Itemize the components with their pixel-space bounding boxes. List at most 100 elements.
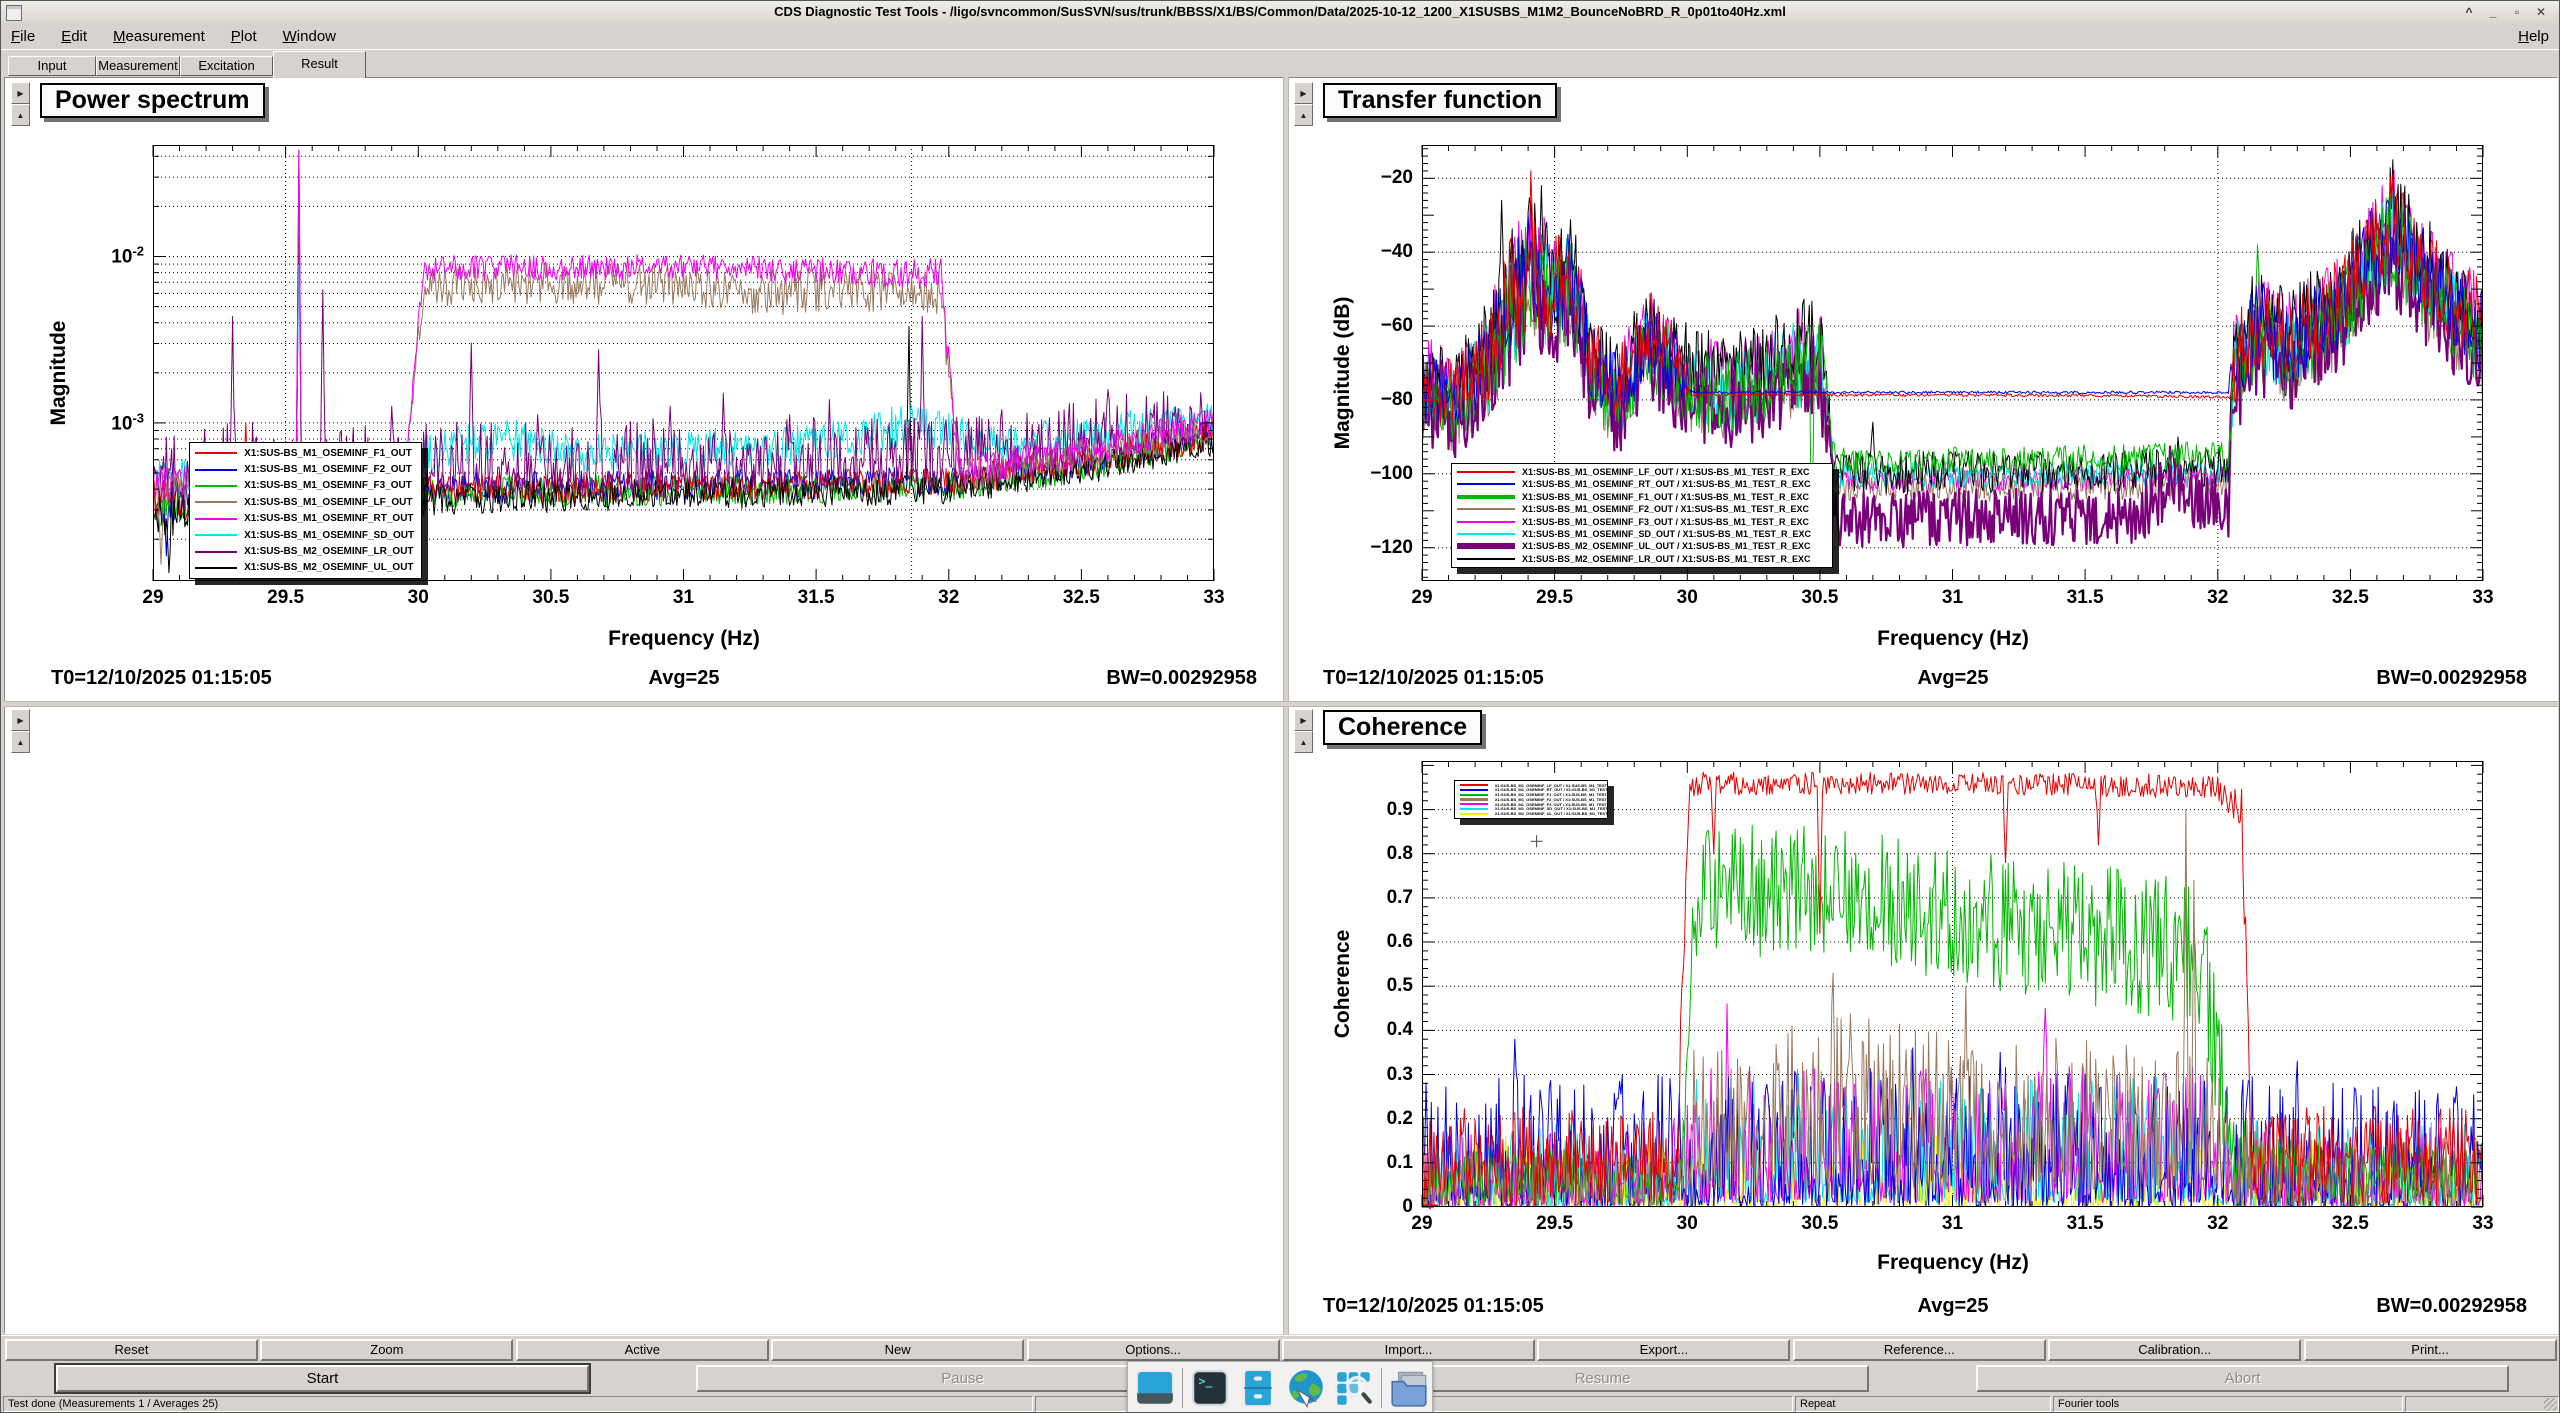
legend-entry: X1:SUS-BS_M1_OSEMINF_F2_OUT (190, 464, 421, 475)
file-manager-icon[interactable] (1388, 1367, 1430, 1409)
power-spectrum-plot[interactable]: 2929.53030.53131.53232.53310-210-3X1:SUS… (153, 145, 1214, 581)
coherence-ylabel: Coherence (1331, 930, 1355, 1039)
y-tick-label: −20 (1381, 167, 1413, 189)
legend-line-sample (195, 452, 237, 454)
power-spectrum-avg: Avg=25 (649, 667, 720, 690)
legend-entry: X1:SUS-BS_M1_OSEMINF_LF_OUT (190, 497, 421, 508)
legend-entry: X1:SUS-BS_M1_OSEMINF_SD_OUT / X1:SUS-BS_… (1452, 529, 1832, 539)
start-button[interactable]: Start (56, 1365, 589, 1392)
menu-item-help[interactable]: Help (2518, 28, 2549, 45)
pane-splitter-horizontal[interactable] (4, 701, 2558, 707)
pane2-collapse-icon[interactable]: ▲ (1294, 104, 1313, 126)
print-button[interactable]: Print... (2304, 1339, 2557, 1361)
display-icon[interactable] (1134, 1367, 1176, 1409)
x-tick-label: 32 (2207, 1213, 2228, 1235)
import-button[interactable]: Import... (1282, 1339, 1535, 1361)
legend-line-sample (1457, 483, 1515, 485)
transfer-function-plot[interactable]: 2929.53030.53131.53232.533−20−40−60−80−1… (1422, 145, 2483, 581)
legend-entry: X1:SUS-BS_M1_OSEMINF_SD_OUT (190, 530, 421, 541)
legend-line-sample (195, 518, 237, 520)
legend-line-sample (195, 485, 237, 487)
minimize-button[interactable]: _ (2483, 3, 2503, 21)
web-browser-icon[interactable] (1285, 1367, 1327, 1409)
menu-item-plot[interactable]: Plot (231, 28, 257, 45)
pane2-expand-icon[interactable]: ▶ (1294, 82, 1313, 104)
plot-legend: X1:SUS-BS_M1_OSEMINF_F1_OUT X1:SUS-BS_M1_… (189, 442, 422, 579)
resize-grip[interactable] (2544, 1398, 2557, 1411)
legend-entry: X1:SUS-BS_M1_OSEMINF_F1_OUT (190, 448, 421, 459)
x-tick-label: 29.5 (1536, 587, 1573, 609)
menu-item-window[interactable]: Window (283, 28, 336, 45)
legend-entry: X1:SUS-BS_M2_OSEMINF_LR_OUT (190, 546, 421, 557)
coh-chart-canvas[interactable] (1422, 761, 2483, 1207)
x-tick-label: 31.5 (2067, 1213, 2104, 1235)
new-button[interactable]: New (771, 1339, 1024, 1361)
x-tick-label: 32.5 (2332, 1213, 2369, 1235)
x-tick-label: 33 (1203, 587, 1224, 609)
x-tick-label: 30.5 (532, 587, 569, 609)
menu-item-file[interactable]: File (11, 28, 35, 45)
legend-label: X1:SUS-BS_M1_OSEMINF_F3_OUT (244, 480, 412, 491)
legend-entry: X1:SUS-BS_M2_OSEMINF_UL_OUT / X1:SUS-BS_… (1452, 541, 1832, 551)
active-button[interactable]: Active (516, 1339, 769, 1361)
transfer-function-xlabel: Frequency (Hz) (1877, 627, 2029, 651)
reference-button[interactable]: Reference... (1793, 1339, 2046, 1361)
abort-button[interactable]: Abort (1976, 1365, 2509, 1392)
legend-entry: X1:SUS-BS_M2_OSEMINF_UL_OUT (190, 562, 421, 573)
coherence-t0: T0=12/10/2025 01:15:05 (1323, 1295, 1544, 1318)
transfer-function-avg: Avg=25 (1918, 667, 1989, 690)
legend-label: X1:SUS-BS_M1_OSEMINF_LF_OUT / X1:SUS-BS_… (1522, 467, 1810, 477)
y-tick-label: 0.6 (1387, 931, 1413, 953)
pane4-collapse-icon[interactable]: ▲ (1294, 731, 1313, 753)
legend-entry: X1:SUS-BS_M1_OSEMINF_RT_OUT (190, 513, 421, 524)
pane3-expand-icon[interactable]: ▶ (11, 709, 30, 731)
x-tick-label: 31 (1942, 587, 1963, 609)
plot-legend: X1:SUS-BS_M1_OSEMINF_LF_OUT / X1:SUS-BS_… (1451, 463, 1833, 568)
menu-item-edit[interactable]: Edit (61, 28, 87, 45)
power-spectrum-t0: T0=12/10/2025 01:15:05 (51, 667, 272, 690)
coherence-bw: BW=0.00292958 (2376, 1295, 2527, 1318)
legend-line-sample (1460, 784, 1488, 786)
x-tick-label: 32.5 (1063, 587, 1100, 609)
legend-line-sample (1460, 798, 1488, 801)
pane1-collapse-icon[interactable]: ▲ (11, 104, 30, 126)
options-button[interactable]: Options... (1027, 1339, 1280, 1361)
window-title: CDS Diagnostic Test Tools - /ligo/svncom… (1, 4, 2559, 19)
close-button[interactable]: ✕ (2531, 3, 2551, 21)
x-tick-label: 29.5 (267, 587, 304, 609)
x-tick-label: 31.5 (798, 587, 835, 609)
tab-excitation[interactable]: Excitation (180, 56, 273, 76)
shade-button[interactable]: ^ (2459, 3, 2479, 21)
tab-measurement[interactable]: Measurement (96, 56, 180, 76)
pane1-expand-icon[interactable]: ▶ (11, 82, 30, 104)
terminal-icon[interactable]: >_ (1189, 1367, 1231, 1409)
maximize-button[interactable]: ▫ (2507, 3, 2527, 21)
power-spectrum-bw: BW=0.00292958 (1106, 667, 1257, 690)
zoom-button[interactable]: Zoom (260, 1339, 513, 1361)
pane4-expand-icon[interactable]: ▶ (1294, 709, 1313, 731)
y-tick-label: 0.5 (1387, 975, 1413, 997)
x-tick-label: 31.5 (2067, 587, 2104, 609)
app-finder-icon[interactable] (1333, 1367, 1375, 1409)
legend-line-sample (195, 469, 237, 471)
tab-result[interactable]: Result (273, 51, 366, 78)
legend-line-sample (1457, 543, 1515, 549)
menu-item-measurement[interactable]: Measurement (113, 28, 205, 45)
x-tick-label: 30.5 (1801, 1213, 1838, 1235)
reset-button[interactable]: Reset (5, 1339, 258, 1361)
legend-line-sample (195, 534, 237, 536)
y-tick-label: 0 (1402, 1196, 1413, 1218)
title-bar[interactable]: CDS Diagnostic Test Tools - /ligo/svncom… (1, 1, 2559, 25)
x-tick-label: 32 (938, 587, 959, 609)
calibration-button[interactable]: Calibration... (2048, 1339, 2301, 1361)
pane3-collapse-icon[interactable]: ▲ (11, 731, 30, 753)
tab-input[interactable]: Input (8, 56, 96, 76)
file-cabinet-icon[interactable] (1237, 1367, 1279, 1409)
legend-line-sample (1460, 789, 1488, 791)
export-button[interactable]: Export... (1537, 1339, 1790, 1361)
y-tick-label: −120 (1370, 537, 1413, 559)
tab-bar: InputMeasurementExcitationResult (1, 50, 2559, 77)
x-tick-label: 29 (1411, 1213, 1432, 1235)
coherence-plot[interactable]: 2929.53030.53131.53232.53300.10.20.30.40… (1422, 761, 2483, 1207)
menu-bar: File Edit Measurement Plot Window Help (1, 24, 2559, 50)
